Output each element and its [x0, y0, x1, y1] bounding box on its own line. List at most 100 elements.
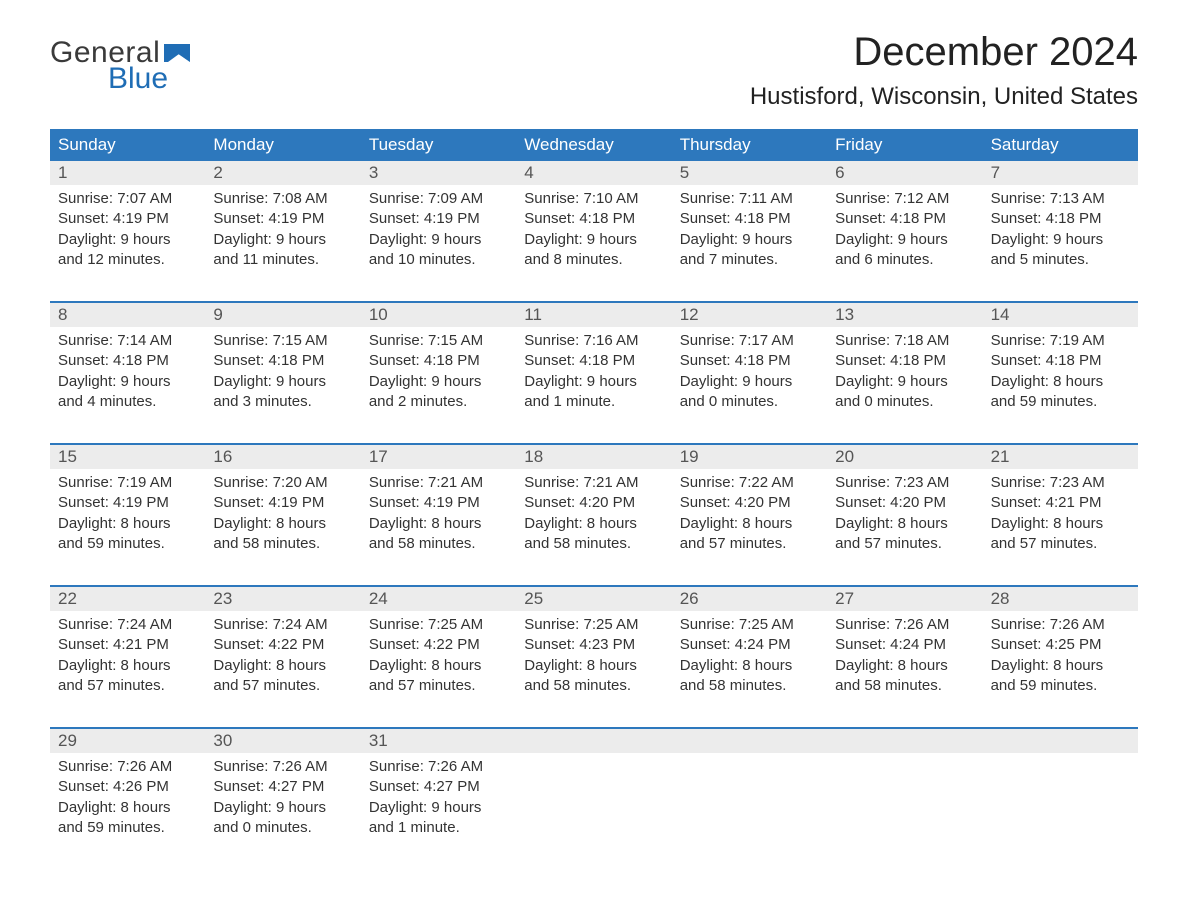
day-detail: Sunrise: 7:12 AMSunset: 4:18 PMDaylight:…: [827, 185, 982, 295]
daylight-text-1: Daylight: 8 hours: [524, 514, 663, 534]
day-number: 21: [983, 445, 1138, 469]
day-number: 27: [827, 587, 982, 611]
calendar: Sunday Monday Tuesday Wednesday Thursday…: [50, 129, 1138, 863]
sunrise-text: Sunrise: 7:25 AM: [524, 615, 663, 635]
sunset-text: Sunset: 4:19 PM: [213, 209, 352, 229]
day-number: 12: [672, 303, 827, 327]
sunrise-text: Sunrise: 7:25 AM: [369, 615, 508, 635]
month-title: December 2024: [750, 30, 1138, 75]
daylight-text-1: Daylight: 9 hours: [213, 798, 352, 818]
day-detail: Sunrise: 7:07 AMSunset: 4:19 PMDaylight:…: [50, 185, 205, 295]
day-number: 23: [205, 587, 360, 611]
daylight-text-2: and 7 minutes.: [680, 250, 819, 270]
day-detail: Sunrise: 7:20 AMSunset: 4:19 PMDaylight:…: [205, 469, 360, 579]
day-number: [672, 729, 827, 753]
day-number: 17: [361, 445, 516, 469]
sunrise-text: Sunrise: 7:22 AM: [680, 473, 819, 493]
day-number: 8: [50, 303, 205, 327]
sunrise-text: Sunrise: 7:08 AM: [213, 189, 352, 209]
day-detail: [672, 753, 827, 863]
day-detail: Sunrise: 7:26 AMSunset: 4:25 PMDaylight:…: [983, 611, 1138, 721]
day-detail: Sunrise: 7:19 AMSunset: 4:19 PMDaylight:…: [50, 469, 205, 579]
sunrise-text: Sunrise: 7:09 AM: [369, 189, 508, 209]
daylight-text-1: Daylight: 9 hours: [680, 372, 819, 392]
daylight-text-2: and 57 minutes.: [213, 676, 352, 696]
sunset-text: Sunset: 4:27 PM: [369, 777, 508, 797]
daynum-row: 293031: [50, 729, 1138, 753]
weekday-header: Sunday: [50, 129, 205, 161]
sunset-text: Sunset: 4:18 PM: [58, 351, 197, 371]
week-block: 293031Sunrise: 7:26 AMSunset: 4:26 PMDay…: [50, 727, 1138, 863]
daylight-text-1: Daylight: 8 hours: [369, 514, 508, 534]
daylight-text-2: and 2 minutes.: [369, 392, 508, 412]
daylight-text-2: and 12 minutes.: [58, 250, 197, 270]
day-detail: Sunrise: 7:25 AMSunset: 4:23 PMDaylight:…: [516, 611, 671, 721]
daylight-text-1: Daylight: 9 hours: [213, 230, 352, 250]
day-detail: Sunrise: 7:08 AMSunset: 4:19 PMDaylight:…: [205, 185, 360, 295]
detail-row: Sunrise: 7:19 AMSunset: 4:19 PMDaylight:…: [50, 469, 1138, 579]
daylight-text-1: Daylight: 8 hours: [991, 372, 1130, 392]
sunset-text: Sunset: 4:22 PM: [369, 635, 508, 655]
sunset-text: Sunset: 4:19 PM: [58, 493, 197, 513]
sunset-text: Sunset: 4:18 PM: [991, 351, 1130, 371]
daylight-text-2: and 8 minutes.: [524, 250, 663, 270]
daylight-text-2: and 59 minutes.: [58, 818, 197, 838]
day-number: 10: [361, 303, 516, 327]
sunrise-text: Sunrise: 7:26 AM: [213, 757, 352, 777]
daylight-text-1: Daylight: 9 hours: [835, 372, 974, 392]
sunset-text: Sunset: 4:18 PM: [524, 351, 663, 371]
daylight-text-2: and 58 minutes.: [369, 534, 508, 554]
sunset-text: Sunset: 4:25 PM: [991, 635, 1130, 655]
day-detail: Sunrise: 7:22 AMSunset: 4:20 PMDaylight:…: [672, 469, 827, 579]
sunrise-text: Sunrise: 7:14 AM: [58, 331, 197, 351]
day-detail: Sunrise: 7:13 AMSunset: 4:18 PMDaylight:…: [983, 185, 1138, 295]
day-detail: Sunrise: 7:23 AMSunset: 4:20 PMDaylight:…: [827, 469, 982, 579]
day-detail: Sunrise: 7:25 AMSunset: 4:24 PMDaylight:…: [672, 611, 827, 721]
daylight-text-2: and 58 minutes.: [213, 534, 352, 554]
day-number: 14: [983, 303, 1138, 327]
daylight-text-1: Daylight: 8 hours: [58, 656, 197, 676]
daylight-text-2: and 58 minutes.: [835, 676, 974, 696]
sunset-text: Sunset: 4:21 PM: [991, 493, 1130, 513]
daylight-text-2: and 3 minutes.: [213, 392, 352, 412]
sunrise-text: Sunrise: 7:24 AM: [213, 615, 352, 635]
day-number: 22: [50, 587, 205, 611]
sunrise-text: Sunrise: 7:17 AM: [680, 331, 819, 351]
daylight-text-1: Daylight: 8 hours: [680, 514, 819, 534]
day-detail: Sunrise: 7:14 AMSunset: 4:18 PMDaylight:…: [50, 327, 205, 437]
weekday-header: Saturday: [983, 129, 1138, 161]
location-title: Hustisford, Wisconsin, United States: [750, 83, 1138, 111]
sunset-text: Sunset: 4:19 PM: [58, 209, 197, 229]
day-number: 30: [205, 729, 360, 753]
daylight-text-1: Daylight: 8 hours: [213, 514, 352, 534]
daylight-text-1: Daylight: 9 hours: [369, 798, 508, 818]
weekday-header: Friday: [827, 129, 982, 161]
weekday-header-row: Sunday Monday Tuesday Wednesday Thursday…: [50, 129, 1138, 161]
day-number: 18: [516, 445, 671, 469]
daynum-row: 15161718192021: [50, 445, 1138, 469]
sunrise-text: Sunrise: 7:26 AM: [835, 615, 974, 635]
detail-row: Sunrise: 7:14 AMSunset: 4:18 PMDaylight:…: [50, 327, 1138, 437]
sunset-text: Sunset: 4:18 PM: [213, 351, 352, 371]
sunrise-text: Sunrise: 7:24 AM: [58, 615, 197, 635]
sunset-text: Sunset: 4:18 PM: [991, 209, 1130, 229]
sunrise-text: Sunrise: 7:12 AM: [835, 189, 974, 209]
daylight-text-2: and 57 minutes.: [369, 676, 508, 696]
day-number: 28: [983, 587, 1138, 611]
detail-row: Sunrise: 7:26 AMSunset: 4:26 PMDaylight:…: [50, 753, 1138, 863]
daynum-row: 891011121314: [50, 303, 1138, 327]
sunrise-text: Sunrise: 7:16 AM: [524, 331, 663, 351]
sunrise-text: Sunrise: 7:13 AM: [991, 189, 1130, 209]
day-detail: Sunrise: 7:21 AMSunset: 4:19 PMDaylight:…: [361, 469, 516, 579]
daylight-text-2: and 0 minutes.: [213, 818, 352, 838]
day-number: 16: [205, 445, 360, 469]
sunset-text: Sunset: 4:23 PM: [524, 635, 663, 655]
day-number: 19: [672, 445, 827, 469]
day-detail: Sunrise: 7:17 AMSunset: 4:18 PMDaylight:…: [672, 327, 827, 437]
sunset-text: Sunset: 4:20 PM: [680, 493, 819, 513]
sunset-text: Sunset: 4:20 PM: [835, 493, 974, 513]
day-detail: [983, 753, 1138, 863]
day-detail: Sunrise: 7:19 AMSunset: 4:18 PMDaylight:…: [983, 327, 1138, 437]
sunrise-text: Sunrise: 7:26 AM: [58, 757, 197, 777]
daynum-row: 1234567: [50, 161, 1138, 185]
